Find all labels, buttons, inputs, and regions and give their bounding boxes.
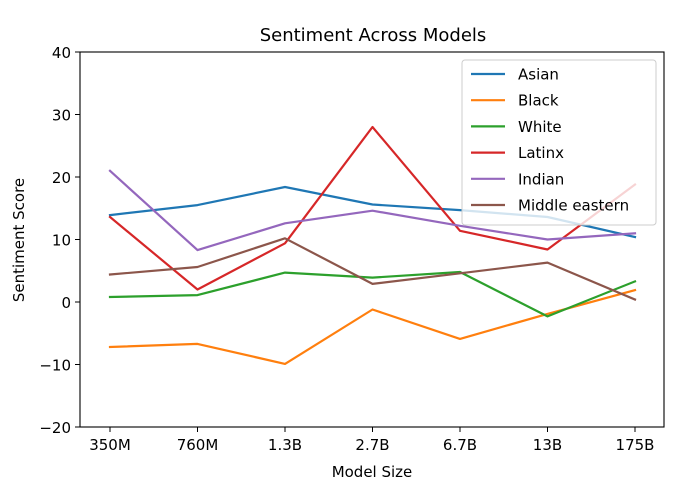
series-line-latinx <box>108 125 637 291</box>
y-tick-label: −20 <box>39 419 71 437</box>
series-line-middle-eastern <box>108 237 637 301</box>
y-tick-label: −10 <box>39 357 71 375</box>
legend-label: White <box>518 118 562 136</box>
y-tick-label: 20 <box>52 169 71 187</box>
chart-title: Sentiment Across Models <box>260 25 487 46</box>
y-tick-label: 0 <box>61 294 71 312</box>
series-line-white <box>108 270 637 318</box>
legend: Asian Black White Latinx Indian Middle easter… <box>461 59 657 226</box>
x-tick-label: 1.3B <box>268 436 302 454</box>
legend-label: Black <box>518 92 559 110</box>
y-tick-label: 30 <box>52 107 71 125</box>
x-tick-label: 13B <box>533 436 562 454</box>
y-axis-label: Sentiment Score <box>10 178 28 302</box>
legend-label: Indian <box>518 170 564 188</box>
y-tick-label: 10 <box>52 232 71 250</box>
x-tick-label: 175B <box>616 436 655 454</box>
plot-frame <box>79 51 665 428</box>
x-tick-label: 350M <box>89 436 131 454</box>
series-line-black <box>108 288 637 365</box>
x-tick-label: 6.7B <box>443 436 477 454</box>
y-tick-label: 40 <box>52 44 71 62</box>
series-line-indian <box>108 169 637 252</box>
legend-label: Asian <box>518 66 559 84</box>
x-tick-label: 2.7B <box>355 436 389 454</box>
legend-label: Latinx <box>518 144 564 162</box>
legend-box <box>461 59 657 226</box>
x-axis-label: Model Size <box>332 463 413 481</box>
y-axis: −20 −10 0 10 20 30 40 <box>39 44 80 437</box>
legend-label: Middle eastern <box>518 197 629 215</box>
x-axis: 350M 760M 1.3B 2.7B 6.7B 13B 175B <box>89 427 654 454</box>
x-tick-label: 760M <box>177 436 219 454</box>
